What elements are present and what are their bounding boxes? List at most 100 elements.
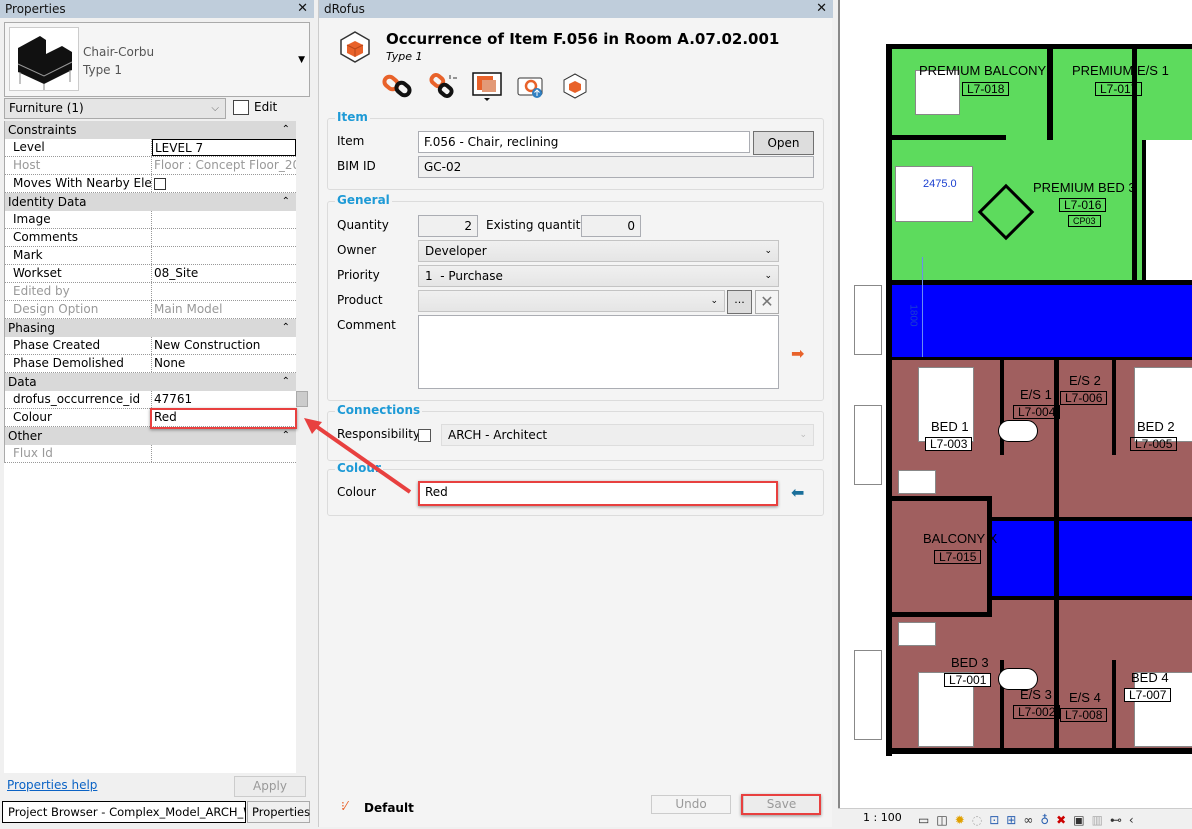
- clear-product-button[interactable]: ✕: [755, 290, 779, 314]
- bed: [895, 166, 973, 222]
- prop-key: Host: [5, 157, 152, 174]
- section-constraints[interactable]: Constraints ⌃: [5, 121, 296, 139]
- collapse-icon[interactable]: ⌃: [281, 124, 290, 135]
- colour-label: Colour: [337, 485, 376, 499]
- row-design-option: Design Option Main Model: [5, 301, 296, 319]
- section-label: Data: [8, 375, 37, 389]
- host-value: Floor : Concept Floor_20...: [154, 158, 296, 172]
- row-comments[interactable]: Comments: [5, 229, 296, 247]
- lock-view-icon[interactable]: ⊷: [1109, 813, 1122, 827]
- row-drofus-id[interactable]: drofus_occurrence_id 47761: [5, 391, 296, 409]
- arrow-left-icon[interactable]: ⬅: [791, 483, 805, 502]
- worksharing-icon[interactable]: ✖: [1056, 813, 1067, 827]
- occurrence-heading: Occurrence of Item F.056 in Room A.07.02…: [386, 30, 780, 48]
- collapse-icon[interactable]: ⌃: [281, 196, 290, 207]
- temporary-hide-icon[interactable]: ∞: [1023, 813, 1034, 827]
- wall: [892, 280, 1192, 285]
- detail-level-icon[interactable]: ▭: [918, 813, 930, 827]
- row-mark[interactable]: Mark: [5, 247, 296, 265]
- close-icon[interactable]: ✕: [297, 1, 308, 16]
- floor-plan-view[interactable]: 2475.0 1800 PREMIUM BALCONY L7-018 PREMI…: [838, 0, 1192, 808]
- reveal-hidden-icon[interactable]: ♁: [1040, 813, 1050, 827]
- room-number: L7-016: [1059, 198, 1107, 212]
- comment-textarea[interactable]: [418, 315, 779, 389]
- dropdown-arrow-icon[interactable]: ▼: [298, 55, 305, 65]
- profile-label[interactable]: Default: [364, 801, 414, 815]
- category-dropdown[interactable]: Furniture (1) ⌵: [4, 98, 226, 119]
- owner-dropdown[interactable]: Developer ⌄: [418, 240, 779, 262]
- scrollbar-thumb[interactable]: [296, 391, 308, 407]
- comments-value[interactable]: [152, 229, 296, 246]
- edit-type-button[interactable]: Edit Type: [230, 98, 308, 133]
- apply-button[interactable]: Apply: [234, 776, 306, 797]
- phase-created-value[interactable]: New Construction: [154, 338, 261, 352]
- priority-dropdown[interactable]: 1 - Purchase ⌄: [418, 265, 779, 287]
- responsibility-checkbox[interactable]: [418, 429, 431, 442]
- row-workset[interactable]: Workset 08_Site: [5, 265, 296, 283]
- wall: [886, 44, 892, 756]
- colour-value[interactable]: Red: [154, 410, 177, 424]
- priority-value: 1 - Purchase: [425, 269, 503, 283]
- wall: [1112, 660, 1116, 750]
- collapse-icon[interactable]: ⌃: [281, 430, 290, 441]
- row-moves[interactable]: Moves With Nearby Ele...: [5, 175, 296, 193]
- cube-icon[interactable]: [560, 72, 590, 100]
- row-level[interactable]: Level LEVEL 7: [5, 139, 296, 157]
- mark-value[interactable]: [152, 247, 296, 264]
- tab-project-browser[interactable]: Project Browser - Complex_Model_ARCH_Wi.…: [2, 801, 246, 823]
- section-identity[interactable]: Identity Data ⌃: [5, 193, 296, 211]
- show-crop-icon[interactable]: ⊞: [1006, 813, 1017, 827]
- phase-demolished-value[interactable]: None: [154, 356, 186, 370]
- item-input[interactable]: F.056 - Chair, reclining: [418, 131, 750, 153]
- undo-button[interactable]: Undo: [651, 795, 731, 814]
- row-phase-demolished[interactable]: Phase Demolished None: [5, 355, 296, 373]
- existing-quantity-input[interactable]: 0: [581, 215, 641, 237]
- crop-view-icon[interactable]: ⊡: [989, 813, 1000, 827]
- section-other[interactable]: Other ⌃: [5, 427, 296, 445]
- row-colour[interactable]: Colour Red: [5, 409, 296, 427]
- type-selector[interactable]: Chair-Corbu Type 1 ▼: [4, 22, 310, 97]
- close-icon[interactable]: ✕: [816, 1, 827, 16]
- visual-style-icon[interactable]: ◫: [936, 813, 948, 827]
- save-button[interactable]: Save: [743, 795, 820, 814]
- responsibility-dropdown[interactable]: ARCH - Architect ⌄: [441, 424, 814, 446]
- colour-input[interactable]: Red: [420, 482, 778, 504]
- exterior-element: [854, 285, 882, 355]
- display-icon[interactable]: [472, 72, 502, 102]
- analytical-model-icon[interactable]: ▣: [1073, 813, 1085, 827]
- dimension-label: 2475.0: [923, 178, 957, 190]
- arrow-right-icon[interactable]: ➡: [791, 344, 805, 363]
- row-phase-created[interactable]: Phase Created New Construction: [5, 337, 296, 355]
- workset-value[interactable]: 08_Site: [154, 266, 199, 280]
- properties-help-link[interactable]: Properties help: [7, 778, 98, 792]
- collapse-icon[interactable]: ⌃: [281, 322, 290, 333]
- section-data[interactable]: Data ⌃: [5, 373, 296, 391]
- view-scale[interactable]: 1 : 100: [863, 811, 902, 824]
- product-dropdown[interactable]: ⌄: [418, 290, 725, 312]
- chevron-down-icon: ⌄: [764, 246, 772, 256]
- drofus-id-value[interactable]: 47761: [154, 392, 193, 406]
- row-image[interactable]: Image: [5, 211, 296, 229]
- responsibility-value: ARCH - Architect: [448, 428, 548, 442]
- quantity-input[interactable]: 2: [418, 215, 478, 237]
- moves-checkbox[interactable]: [154, 177, 166, 190]
- shadows-icon[interactable]: ◌: [971, 813, 983, 827]
- chevron-down-icon: ⌄: [799, 430, 807, 440]
- collapse-icon[interactable]: ⌃: [281, 376, 290, 387]
- browse-product-button[interactable]: ...: [727, 290, 752, 314]
- section-phasing[interactable]: Phasing ⌃: [5, 319, 296, 337]
- room-number: L7-008: [1060, 708, 1108, 722]
- tab-properties[interactable]: Properties: [247, 801, 310, 823]
- sun-path-icon[interactable]: ✹: [954, 813, 965, 827]
- level-value[interactable]: LEVEL 7: [152, 139, 296, 156]
- wall: [987, 496, 992, 616]
- comment-label: Comment: [337, 318, 396, 332]
- image-value[interactable]: [152, 211, 296, 228]
- collapse-arrow-icon[interactable]: ‹: [1128, 813, 1134, 827]
- highlight-displacement-icon[interactable]: ▥: [1091, 813, 1103, 827]
- unlink-icon[interactable]: [428, 72, 458, 100]
- camera-upload-icon[interactable]: [516, 72, 546, 100]
- link-icon[interactable]: [382, 72, 414, 100]
- wall: [990, 517, 1192, 521]
- open-item-button[interactable]: Open Item: [753, 131, 814, 172]
